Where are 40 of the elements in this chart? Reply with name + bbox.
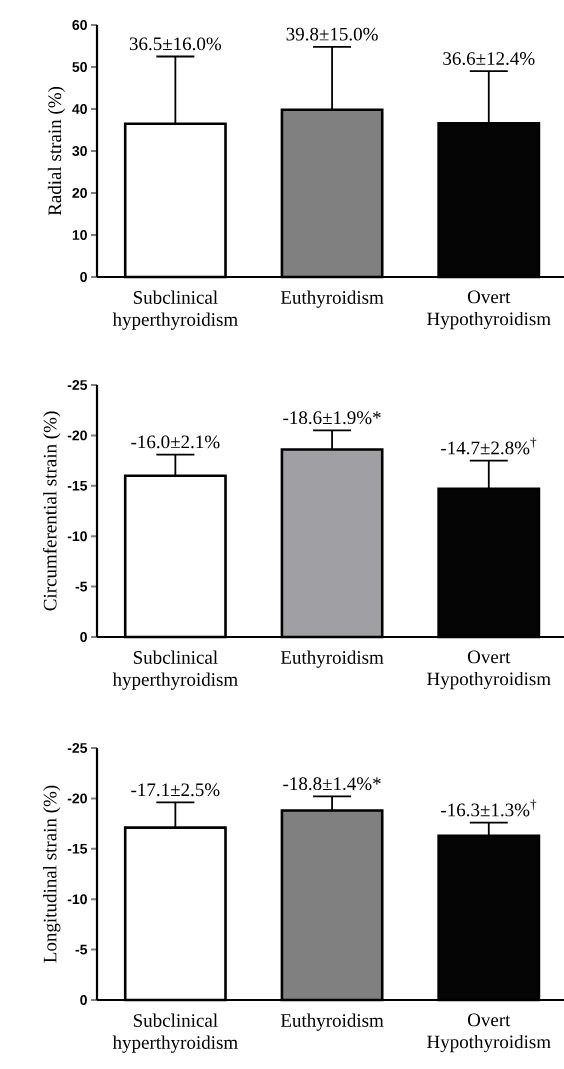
y-tick-label: -10	[67, 894, 87, 905]
y-tick-label: -25	[67, 743, 88, 753]
x-tick-label: Overt Hypothyroidism	[427, 290, 551, 330]
y-axis-title: Radial strain (%)	[47, 86, 66, 216]
x-tick-label: Subclinical hyperthyroidism	[112, 650, 238, 690]
y-tick-label: 30	[72, 146, 87, 156]
annotation: 39.8±15.0%	[286, 27, 378, 41]
y-tick-label: -15	[67, 843, 88, 854]
y-tick-label: 10	[72, 230, 87, 240]
y-axis-title: Longitudinal strain (%)	[43, 785, 61, 963]
y-tick-label: 20	[72, 188, 87, 198]
x-tick-label: Euthyroidism	[280, 1013, 384, 1031]
y-tick-label: 40	[72, 104, 87, 114]
x-tick-label: Subclinical hyperthyroidism	[112, 1013, 238, 1053]
annotation: -18.6±1.9%*	[283, 411, 381, 425]
y-tick-label: 60	[72, 20, 87, 30]
annotation: -18.8±1.4%*	[283, 777, 381, 791]
y-tick-label: -5	[75, 944, 88, 955]
x-tick-label: Overt Hypothyroidism	[427, 1013, 551, 1053]
y-tick-label: 50	[72, 62, 87, 72]
annotation: -17.1±2.5%	[131, 783, 220, 797]
y-tick-label: -20	[67, 430, 87, 441]
annotation: 36.5±16.0%	[129, 37, 222, 51]
x-tick-label: Euthyroidism	[280, 290, 384, 308]
annotation: -14.7±2.8%$^{†}$	[441, 437, 537, 455]
y-tick-label: -20	[67, 793, 87, 804]
y-tick-label: 0	[80, 995, 87, 1005]
x-tick-label: Subclinical hyperthyroidism	[112, 290, 238, 330]
y-tick-label: -25	[67, 380, 88, 390]
y-tick-label: -5	[75, 581, 88, 592]
y-tick-label: 0	[80, 632, 87, 642]
y-tick-label: -10	[67, 531, 87, 542]
y-axis-title: Circumferential strain (%)	[42, 411, 61, 611]
annotation: -16.3±1.3%$^{†}$	[441, 799, 537, 817]
x-tick-label: Euthyroidism	[280, 650, 384, 668]
x-tick-label: Overt Hypothyroidism	[427, 650, 551, 690]
annotation: -16.0±2.1%	[131, 435, 220, 449]
y-tick-label: -15	[67, 480, 88, 491]
y-tick-label: 0	[80, 272, 87, 282]
annotation: 36.6±12.4%	[443, 52, 535, 65]
